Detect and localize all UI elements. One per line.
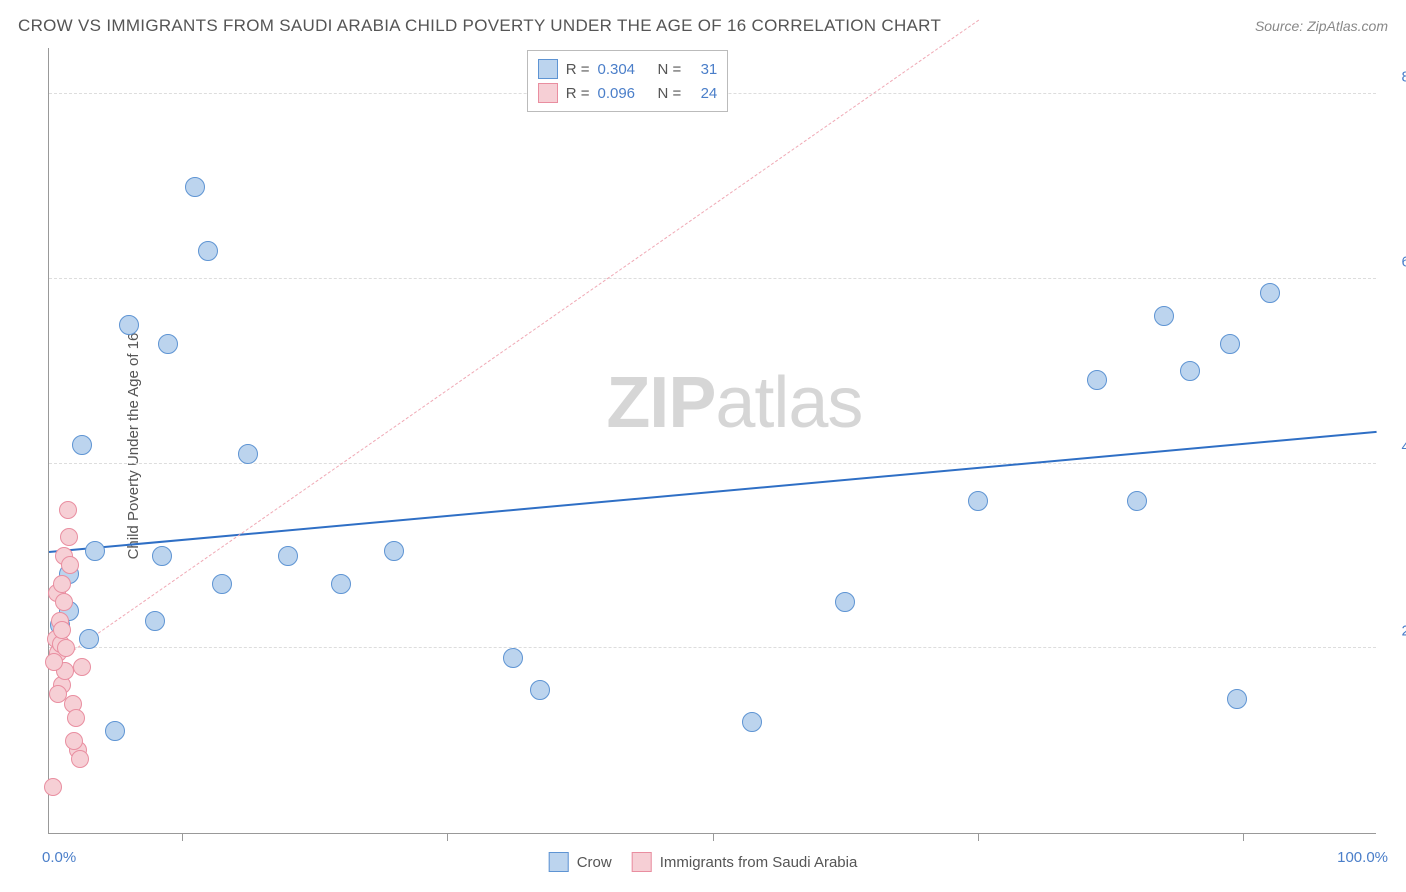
chart-title: CROW VS IMMIGRANTS FROM SAUDI ARABIA CHI… [18, 16, 941, 36]
data-point [59, 501, 77, 519]
data-point [331, 574, 351, 594]
x-axis-max-label: 100.0% [1337, 849, 1388, 866]
y-tick-label: 80.0% [1401, 69, 1406, 86]
r-value: 0.096 [597, 85, 649, 102]
n-value: 31 [689, 61, 717, 78]
watermark: ZIPatlas [606, 362, 862, 444]
data-point [119, 315, 139, 335]
legend-series-label: Immigrants from Saudi Arabia [660, 854, 858, 871]
legend-series-label: Crow [577, 854, 612, 871]
data-point [152, 546, 172, 566]
data-point [53, 575, 71, 593]
data-point [198, 241, 218, 261]
data-point [1180, 361, 1200, 381]
data-point [73, 658, 91, 676]
y-tick-label: 20.0% [1401, 623, 1406, 640]
data-point [968, 491, 988, 511]
data-point [384, 541, 404, 561]
n-label: N = [657, 61, 681, 78]
legend-swatch [538, 83, 558, 103]
data-point [71, 750, 89, 768]
source-name: ZipAtlas.com [1307, 18, 1388, 34]
legend-row: R = 0.304 N = 31 [538, 57, 718, 81]
data-point [53, 621, 71, 639]
data-point [158, 334, 178, 354]
data-point [55, 593, 73, 611]
x-tick [713, 833, 714, 841]
data-point [85, 541, 105, 561]
trend-line-immigrants-from-saudi-arabia [49, 20, 979, 668]
grid-line [49, 278, 1376, 279]
legend-correlation-box: R = 0.304 N = 31 R = 0.096 N = 24 [527, 50, 729, 112]
data-point [1087, 370, 1107, 390]
legend-swatch [632, 852, 652, 872]
data-point [212, 574, 232, 594]
legend-swatch [538, 59, 558, 79]
data-point [278, 546, 298, 566]
chart-plot-area: ZIPatlas 20.0%40.0%60.0%80.0%R =0.304N =… [48, 48, 1376, 834]
data-point [45, 653, 63, 671]
r-label: R = [566, 85, 590, 102]
data-point [105, 721, 125, 741]
r-label: R = [566, 61, 590, 78]
y-tick-label: 60.0% [1401, 253, 1406, 270]
data-point [65, 732, 83, 750]
x-axis-min-label: 0.0% [42, 849, 76, 866]
data-point [72, 435, 92, 455]
data-point [79, 629, 99, 649]
legend-swatch [549, 852, 569, 872]
x-tick [447, 833, 448, 841]
data-point [503, 648, 523, 668]
data-point [61, 556, 79, 574]
grid-line [49, 647, 1376, 648]
x-tick [978, 833, 979, 841]
x-tick [182, 833, 183, 841]
source-attribution: Source: ZipAtlas.com [1255, 18, 1388, 34]
data-point [67, 709, 85, 727]
data-point [835, 592, 855, 612]
y-tick-label: 40.0% [1401, 438, 1406, 455]
data-point [1127, 491, 1147, 511]
legend-series-item: Immigrants from Saudi Arabia [632, 852, 858, 872]
legend-row: R = 0.096 N = 24 [538, 81, 718, 105]
n-label: N = [657, 85, 681, 102]
source-label: Source: [1255, 18, 1307, 34]
data-point [1227, 689, 1247, 709]
r-value: 0.304 [597, 61, 649, 78]
data-point [530, 680, 550, 700]
data-point [44, 778, 62, 796]
n-value: 24 [689, 85, 717, 102]
x-tick [1243, 833, 1244, 841]
data-point [1260, 283, 1280, 303]
legend-bottom: Crow Immigrants from Saudi Arabia [549, 852, 858, 872]
data-point [49, 685, 67, 703]
data-point [1154, 306, 1174, 326]
data-point [60, 528, 78, 546]
legend-series-item: Crow [549, 852, 612, 872]
data-point [185, 177, 205, 197]
data-point [238, 444, 258, 464]
data-point [742, 712, 762, 732]
data-point [1220, 334, 1240, 354]
data-point [145, 611, 165, 631]
